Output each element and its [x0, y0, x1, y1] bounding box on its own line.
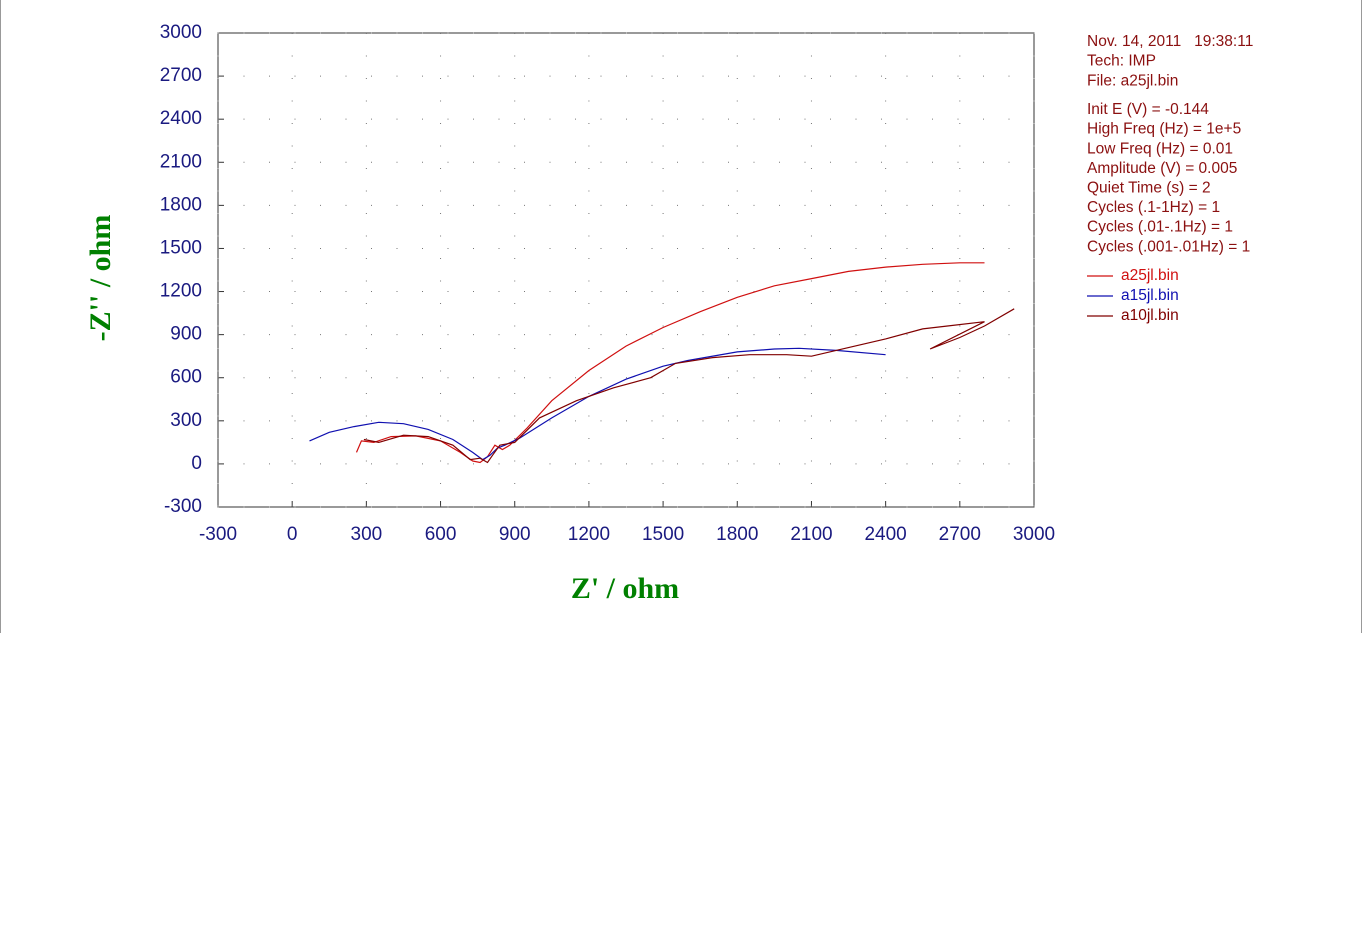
series-line: [309, 347, 886, 461]
info-header: Tech: IMP: [1087, 53, 1156, 70]
y-axis-title: -Z'' / ohm: [84, 215, 117, 342]
info-parameter: Low Freq (Hz) = 0.01: [1087, 140, 1233, 157]
y-tick-label: 2400: [160, 108, 202, 129]
x-tick-label: 3000: [1013, 524, 1055, 545]
x-tick-label: 900: [499, 524, 531, 545]
info-parameter: High Freq (Hz) = 1e+5: [1087, 121, 1241, 138]
info-parameter: Quiet Time (s) = 2: [1087, 179, 1211, 196]
y-tick-label: 2100: [160, 151, 202, 172]
series-line: [355, 262, 985, 464]
y-tick-label: 0: [191, 453, 202, 474]
y-tick-label: 1200: [160, 281, 202, 302]
plot-frame: [217, 32, 1035, 508]
series-line: [363, 308, 1015, 464]
x-axis-title: Z' / ohm: [571, 572, 679, 605]
info-header: Nov. 14, 2011 19:38:11: [1087, 33, 1253, 50]
x-tick-label: 0: [287, 524, 298, 545]
y-tick-label: 1800: [160, 194, 202, 215]
y-tick-label: 3000: [160, 22, 202, 43]
legend-label: a25jl.bin: [1121, 267, 1179, 284]
info-parameter: Cycles (.001-.01Hz) = 1: [1087, 238, 1250, 255]
y-tick-label: 300: [170, 410, 202, 431]
x-tick-label: 2400: [864, 524, 906, 545]
x-tick-label: 2700: [939, 524, 981, 545]
x-tick-label: 2100: [790, 524, 832, 545]
legend-label: a10jl.bin: [1121, 307, 1179, 324]
y-tick-label: -300: [164, 496, 202, 517]
y-tick-label: 1500: [160, 237, 202, 258]
legend-label: a15jl.bin: [1121, 287, 1179, 304]
info-parameter: Amplitude (V) = 0.005: [1087, 160, 1237, 177]
x-tick-label: 1500: [642, 524, 684, 545]
x-tick-label: 1200: [568, 524, 610, 545]
y-tick-label: 900: [170, 324, 202, 345]
y-tick-label: 600: [170, 367, 202, 388]
info-parameter: Init E (V) = -0.144: [1087, 101, 1209, 118]
x-tick-label: -300: [199, 524, 237, 545]
x-tick-label: 600: [425, 524, 457, 545]
info-header: File: a25jl.bin: [1087, 72, 1178, 89]
info-parameter: Cycles (.01-.1Hz) = 1: [1087, 219, 1233, 236]
info-parameter: Cycles (.1-1Hz) = 1: [1087, 199, 1220, 216]
x-tick-label: 300: [351, 524, 383, 545]
x-tick-label: 1800: [716, 524, 758, 545]
y-tick-label: 2700: [160, 65, 202, 86]
